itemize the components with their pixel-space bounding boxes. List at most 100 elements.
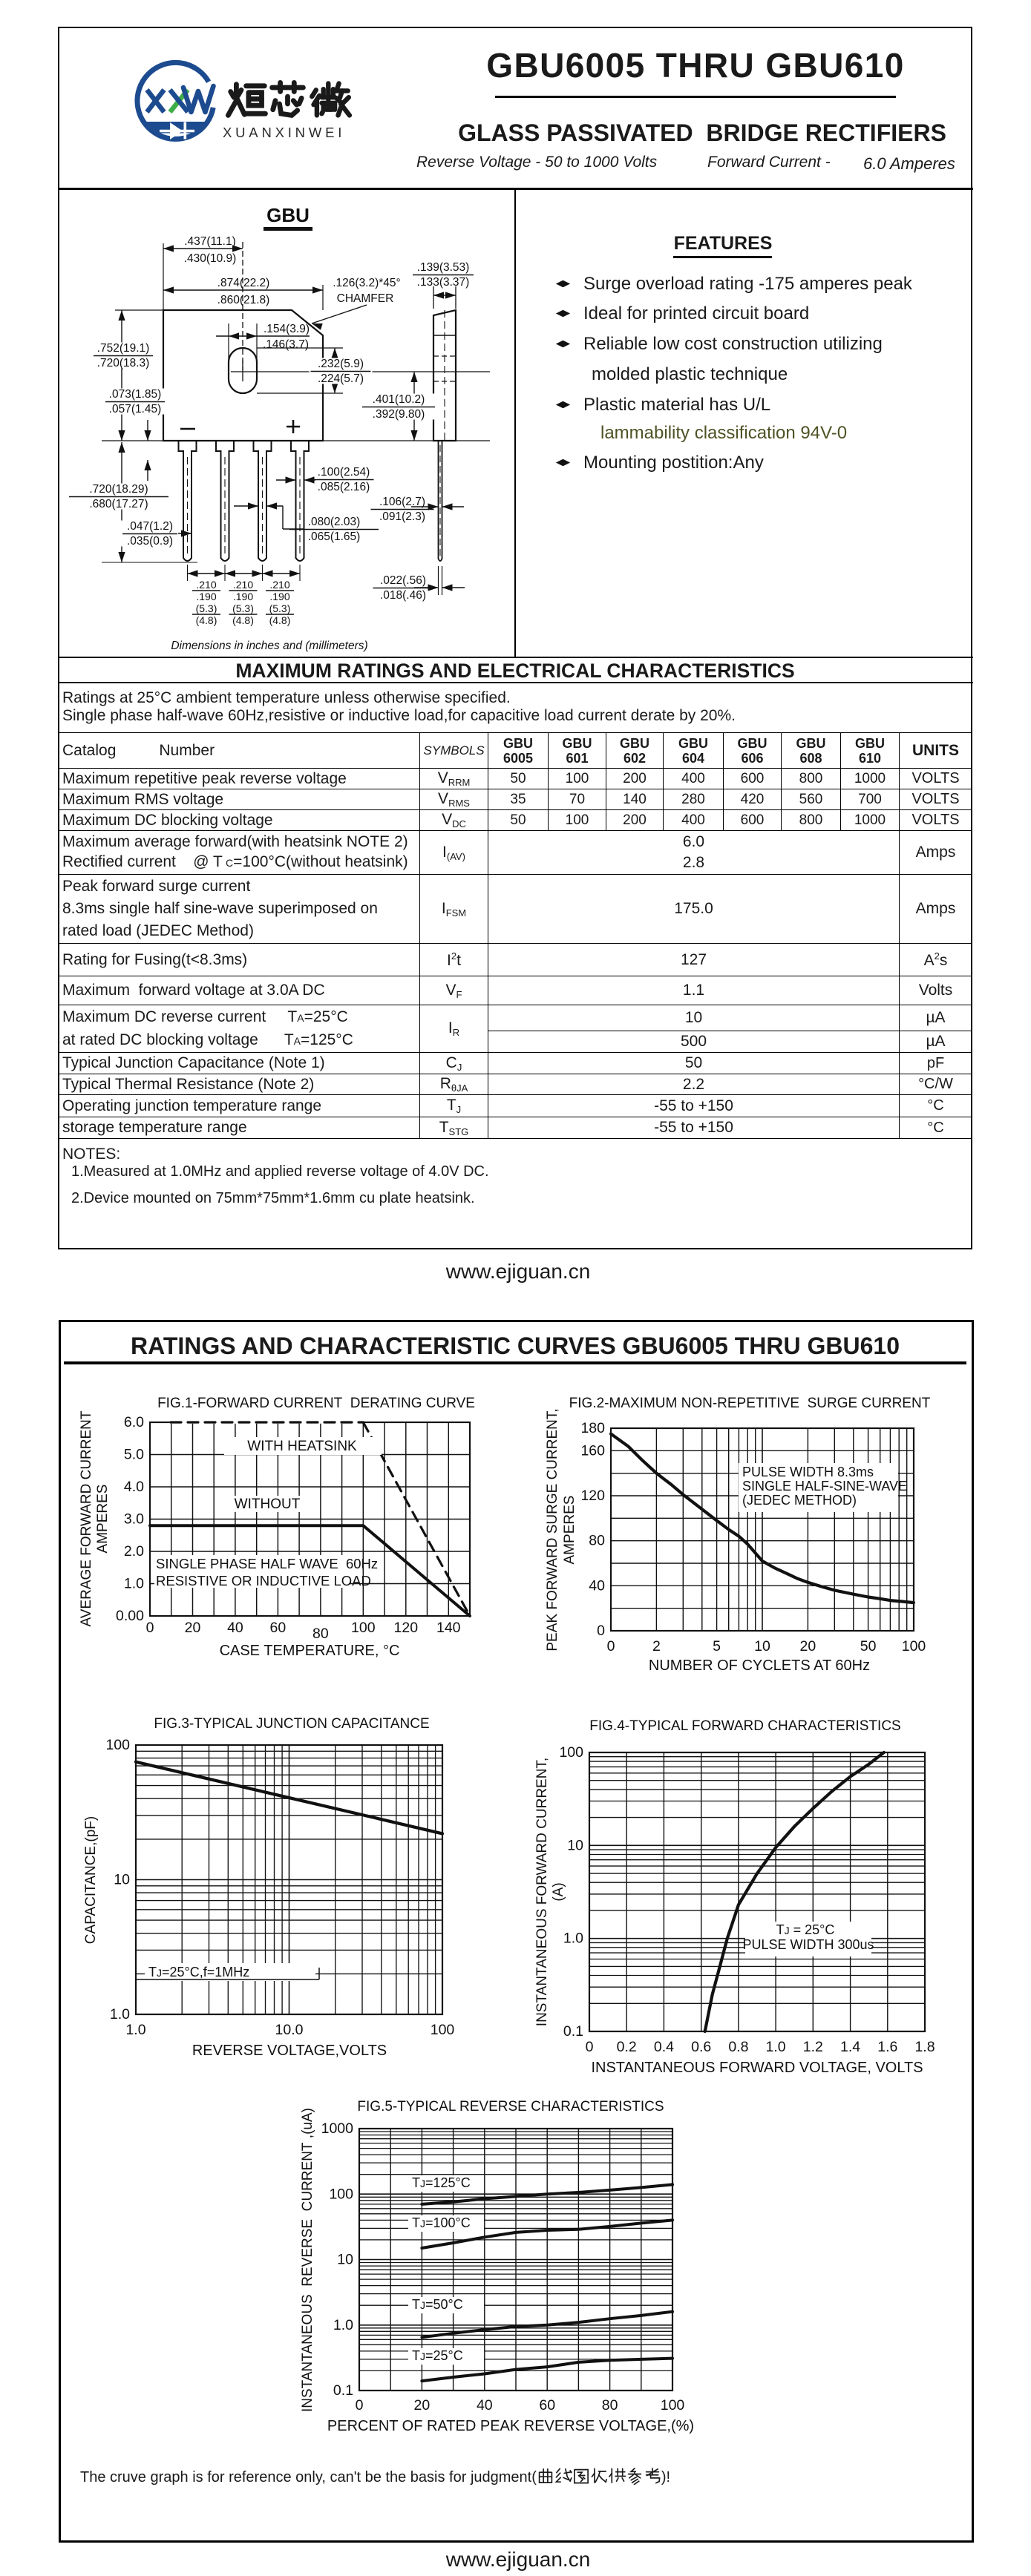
svg-text:FIG.1-FORWARD CURRENT DERATIN: FIG.1-FORWARD CURRENT DERATING CURVE xyxy=(157,1396,475,1411)
svg-text:40: 40 xyxy=(589,1577,605,1594)
svg-text:1.4: 1.4 xyxy=(840,2039,860,2055)
svg-text:.190: .190 xyxy=(269,591,289,602)
svg-text:CASE TEMPERATURE, °C: CASE TEMPERATURE, °C xyxy=(220,1643,400,1659)
svg-text:PULSE WIDTH 8.3ms: PULSE WIDTH 8.3ms xyxy=(742,1465,874,1479)
svg-text:PULSE WIDTH 300us: PULSE WIDTH 300us xyxy=(742,1937,874,1952)
svg-text:(A): (A) xyxy=(551,1882,566,1901)
svg-text:1.0: 1.0 xyxy=(563,1931,583,1947)
svg-text:(4.8): (4.8) xyxy=(232,614,254,626)
svg-text:0.4: 0.4 xyxy=(654,2039,674,2055)
svg-text:20: 20 xyxy=(185,1620,201,1636)
svg-text:SINGLE PHASE HALF WAVE 60Hz: SINGLE PHASE HALF WAVE 60Hz xyxy=(156,1556,378,1571)
svg-text:(4.8): (4.8) xyxy=(269,614,291,626)
svg-text:1000: 1000 xyxy=(321,2120,354,2137)
svg-text:AVERAGE FORWARD CURRENT: AVERAGE FORWARD CURRENT xyxy=(79,1410,94,1626)
svg-text:100: 100 xyxy=(902,1638,926,1655)
svg-text:(5.3): (5.3) xyxy=(269,602,291,614)
svg-text:160: 160 xyxy=(580,1442,605,1459)
svg-text:120: 120 xyxy=(580,1488,605,1504)
svg-text:.210: .210 xyxy=(196,579,216,591)
svg-text:40: 40 xyxy=(227,1620,243,1636)
svg-text:80: 80 xyxy=(589,1533,605,1549)
svg-text:0: 0 xyxy=(356,2397,364,2414)
svg-text:100: 100 xyxy=(559,1744,583,1761)
svg-text:.720(18.3): .720(18.3) xyxy=(97,357,150,369)
svg-text:0.1: 0.1 xyxy=(333,2382,353,2399)
svg-text:1.0: 1.0 xyxy=(333,2317,353,2333)
svg-text:.146(3.7): .146(3.7) xyxy=(263,338,309,351)
svg-text:.126(3.2)*45°: .126(3.2)*45° xyxy=(333,277,401,289)
svg-text:120: 120 xyxy=(394,1620,419,1636)
svg-text:0.8: 0.8 xyxy=(728,2039,748,2055)
svg-text:0: 0 xyxy=(597,1623,605,1639)
svg-text:PEAK FORWARD SURGE CURRENT,: PEAK FORWARD SURGE CURRENT, xyxy=(545,1408,560,1651)
svg-text:.106(2.7): .106(2.7) xyxy=(379,496,425,508)
svg-text:INSTANTANEOUS FORWARD VOLTAGE,: INSTANTANEOUS FORWARD VOLTAGE, VOLTS xyxy=(591,2060,923,2076)
svg-text:10: 10 xyxy=(754,1638,770,1655)
svg-text:AMPERES: AMPERES xyxy=(562,1496,577,1565)
svg-text:.154(3.9): .154(3.9) xyxy=(264,323,310,335)
svg-text:1.0: 1.0 xyxy=(124,1576,144,1592)
svg-text:140: 140 xyxy=(436,1620,461,1636)
svg-text:.430(10.9): .430(10.9) xyxy=(184,252,237,265)
svg-text:10: 10 xyxy=(567,1837,583,1853)
svg-text:10: 10 xyxy=(114,1872,130,1888)
svg-text:AMPERES: AMPERES xyxy=(95,1485,111,1554)
svg-text:100: 100 xyxy=(661,2397,685,2414)
svg-text:60: 60 xyxy=(270,1620,287,1636)
svg-text:.133(3.37): .133(3.37) xyxy=(417,276,470,289)
svg-text:WITH HEATSINK: WITH HEATSINK xyxy=(247,1439,357,1454)
svg-text:20: 20 xyxy=(414,2397,431,2414)
svg-text:FIG.4-TYPICAL FORWARD CHARACTE: FIG.4-TYPICAL FORWARD CHARACTERISTICS xyxy=(589,1718,900,1734)
svg-text:.720(18.29): .720(18.29) xyxy=(89,483,148,496)
svg-text:0.2: 0.2 xyxy=(617,2039,637,2055)
svg-text:10: 10 xyxy=(337,2252,353,2268)
svg-text:.085(2.16): .085(2.16) xyxy=(318,481,370,493)
svg-text:.874(22.2): .874(22.2) xyxy=(217,277,270,289)
svg-text:.065(1.65): .065(1.65) xyxy=(308,530,361,543)
svg-text:FIG.3-TYPICAL JUNCTION CAPACIT: FIG.3-TYPICAL JUNCTION CAPACITANCE xyxy=(154,1716,429,1732)
svg-text:CHAMFER: CHAMFER xyxy=(337,292,394,305)
svg-text:.680(17.27): .680(17.27) xyxy=(89,498,148,510)
svg-text:20: 20 xyxy=(800,1638,816,1655)
svg-text:.018(.46): .018(.46) xyxy=(380,589,426,602)
svg-text:0: 0 xyxy=(586,2039,594,2055)
svg-text:.139(3.53): .139(3.53) xyxy=(417,261,470,274)
svg-text:1.8: 1.8 xyxy=(914,2039,935,2055)
svg-text:50: 50 xyxy=(860,1638,877,1655)
svg-text:2.0: 2.0 xyxy=(124,1543,144,1560)
svg-text:.752(19.1): .752(19.1) xyxy=(97,342,150,355)
svg-text:.860(21.8): .860(21.8) xyxy=(217,294,270,306)
svg-text:180: 180 xyxy=(580,1420,605,1436)
svg-text:INSTANTANEOUS FORWARD CURRENT,: INSTANTANEOUS FORWARD CURRENT, xyxy=(534,1758,550,2026)
svg-text:.224(5.7): .224(5.7) xyxy=(318,372,364,385)
svg-text:1.6: 1.6 xyxy=(877,2039,897,2055)
svg-text:(5.3): (5.3) xyxy=(196,602,217,614)
svg-text:TJ=25°C: TJ=25°C xyxy=(412,2348,463,2363)
svg-text:TJ = 25°C: TJ = 25°C xyxy=(776,1922,835,1937)
svg-text:PERCENT OF RATED PEAK REVERSE: PERCENT OF RATED PEAK REVERSE VOLTAGE,(%… xyxy=(327,2418,694,2434)
svg-text:(5.3): (5.3) xyxy=(232,602,254,614)
svg-text:Dimensions in inches and (mill: Dimensions in inches and (millimeters) xyxy=(171,640,367,652)
svg-text:100: 100 xyxy=(329,2186,353,2202)
svg-text:WITHOUT: WITHOUT xyxy=(235,1496,301,1512)
svg-text:.080(2.03): .080(2.03) xyxy=(308,516,361,528)
svg-text:80: 80 xyxy=(312,1626,329,1642)
svg-text:0: 0 xyxy=(607,1638,615,1655)
svg-text:.401(10.2): .401(10.2) xyxy=(373,393,425,406)
svg-text:.035(0.9): .035(0.9) xyxy=(127,535,173,548)
svg-text:.022(.56): .022(.56) xyxy=(380,574,426,587)
svg-text:80: 80 xyxy=(602,2397,618,2414)
svg-text:.091(2.3): .091(2.3) xyxy=(379,510,425,523)
svg-text:RESISTIVE OR INDUCTIVE LOAD: RESISTIVE OR INDUCTIVE LOAD xyxy=(156,1573,371,1588)
svg-text:0: 0 xyxy=(146,1620,154,1636)
svg-text:.190: .190 xyxy=(233,591,253,602)
svg-text:60: 60 xyxy=(539,2397,555,2414)
svg-text:5.0: 5.0 xyxy=(124,1447,144,1463)
svg-text:FIG.5-TYPICAL REVERSE CHARACTE: FIG.5-TYPICAL REVERSE CHARACTERISTICS xyxy=(357,2100,664,2115)
svg-text:.437(11.1): .437(11.1) xyxy=(184,235,236,248)
svg-text:GBU: GBU xyxy=(266,204,310,226)
svg-text:INSTANTANEOUS REVERSE CURREN: INSTANTANEOUS REVERSE CURRENT ,(uA) xyxy=(300,2108,315,2412)
svg-text:5: 5 xyxy=(713,1638,721,1655)
svg-text:SINGLE HALF-SINE-WAVE: SINGLE HALF-SINE-WAVE xyxy=(742,1479,907,1494)
